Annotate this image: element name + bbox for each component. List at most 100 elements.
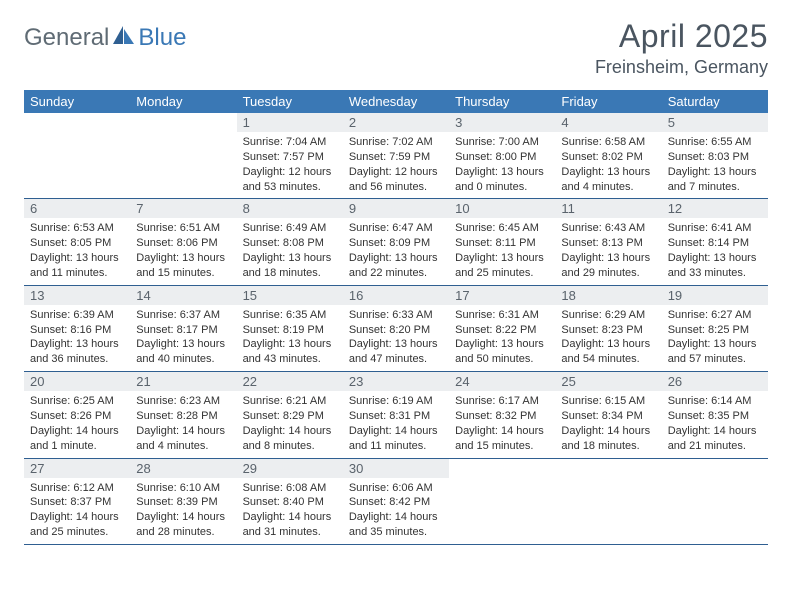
calendar-day-cell: [130, 113, 236, 199]
calendar-week-row: 6Sunrise: 6:53 AMSunset: 8:05 PMDaylight…: [24, 199, 768, 285]
calendar-day-cell: 26Sunrise: 6:14 AMSunset: 8:35 PMDayligh…: [662, 372, 768, 458]
sunset-text: Sunset: 8:06 PM: [136, 236, 230, 251]
calendar-day-cell: 14Sunrise: 6:37 AMSunset: 8:17 PMDayligh…: [130, 285, 236, 371]
calendar-day-cell: 24Sunrise: 6:17 AMSunset: 8:32 PMDayligh…: [449, 372, 555, 458]
sunrise-text: Sunrise: 6:47 AM: [349, 221, 443, 236]
sunset-text: Sunset: 8:31 PM: [349, 409, 443, 424]
daylight-text: Daylight: 13 hours and 22 minutes.: [349, 251, 443, 281]
day-number: 7: [130, 199, 236, 218]
calendar-day-cell: 22Sunrise: 6:21 AMSunset: 8:29 PMDayligh…: [237, 372, 343, 458]
sunrise-text: Sunrise: 6:12 AM: [30, 481, 124, 496]
sunset-text: Sunset: 8:40 PM: [243, 495, 337, 510]
daylight-text: Daylight: 13 hours and 54 minutes.: [561, 337, 655, 367]
day-number: 2: [343, 113, 449, 132]
sunrise-text: Sunrise: 6:25 AM: [30, 394, 124, 409]
day-data: Sunrise: 6:29 AMSunset: 8:23 PMDaylight:…: [555, 305, 661, 371]
sunrise-text: Sunrise: 6:53 AM: [30, 221, 124, 236]
sunrise-text: Sunrise: 6:45 AM: [455, 221, 549, 236]
sunrise-text: Sunrise: 7:04 AM: [243, 135, 337, 150]
logo-part2: Blue: [138, 24, 186, 52]
day-data: Sunrise: 6:10 AMSunset: 8:39 PMDaylight:…: [130, 478, 236, 544]
calendar-day-cell: 28Sunrise: 6:10 AMSunset: 8:39 PMDayligh…: [130, 458, 236, 544]
day-data: Sunrise: 6:31 AMSunset: 8:22 PMDaylight:…: [449, 305, 555, 371]
day-data: Sunrise: 6:37 AMSunset: 8:17 PMDaylight:…: [130, 305, 236, 371]
sunset-text: Sunset: 8:22 PM: [455, 323, 549, 338]
calendar-day-cell: 19Sunrise: 6:27 AMSunset: 8:25 PMDayligh…: [662, 285, 768, 371]
day-data: Sunrise: 6:35 AMSunset: 8:19 PMDaylight:…: [237, 305, 343, 371]
sunrise-text: Sunrise: 6:08 AM: [243, 481, 337, 496]
day-number: 27: [24, 459, 130, 478]
calendar-week-row: 27Sunrise: 6:12 AMSunset: 8:37 PMDayligh…: [24, 458, 768, 544]
sunrise-text: Sunrise: 6:43 AM: [561, 221, 655, 236]
day-number: 12: [662, 199, 768, 218]
page: General Blue April 2025 Freinsheim, Germ…: [0, 0, 792, 545]
daylight-text: Daylight: 14 hours and 8 minutes.: [243, 424, 337, 454]
weekday-header: Saturday: [662, 90, 768, 113]
calendar-day-cell: 18Sunrise: 6:29 AMSunset: 8:23 PMDayligh…: [555, 285, 661, 371]
sunset-text: Sunset: 8:20 PM: [349, 323, 443, 338]
sunset-text: Sunset: 8:13 PM: [561, 236, 655, 251]
sunrise-text: Sunrise: 6:27 AM: [668, 308, 762, 323]
daylight-text: Daylight: 14 hours and 21 minutes.: [668, 424, 762, 454]
calendar-day-cell: [449, 458, 555, 544]
calendar-day-cell: 21Sunrise: 6:23 AMSunset: 8:28 PMDayligh…: [130, 372, 236, 458]
sunset-text: Sunset: 8:05 PM: [30, 236, 124, 251]
daylight-text: Daylight: 14 hours and 28 minutes.: [136, 510, 230, 540]
sunrise-text: Sunrise: 6:37 AM: [136, 308, 230, 323]
day-data: Sunrise: 6:47 AMSunset: 8:09 PMDaylight:…: [343, 218, 449, 284]
weekday-header: Wednesday: [343, 90, 449, 113]
header: General Blue April 2025 Freinsheim, Germ…: [24, 18, 768, 78]
daylight-text: Daylight: 13 hours and 43 minutes.: [243, 337, 337, 367]
sunrise-text: Sunrise: 6:41 AM: [668, 221, 762, 236]
calendar-day-cell: 10Sunrise: 6:45 AMSunset: 8:11 PMDayligh…: [449, 199, 555, 285]
daylight-text: Daylight: 13 hours and 36 minutes.: [30, 337, 124, 367]
day-number: 4: [555, 113, 661, 132]
calendar-day-cell: 12Sunrise: 6:41 AMSunset: 8:14 PMDayligh…: [662, 199, 768, 285]
sunset-text: Sunset: 8:25 PM: [668, 323, 762, 338]
sunset-text: Sunset: 8:32 PM: [455, 409, 549, 424]
day-number: 3: [449, 113, 555, 132]
calendar-week-row: 13Sunrise: 6:39 AMSunset: 8:16 PMDayligh…: [24, 285, 768, 371]
calendar-week-row: 20Sunrise: 6:25 AMSunset: 8:26 PMDayligh…: [24, 372, 768, 458]
daylight-text: Daylight: 13 hours and 29 minutes.: [561, 251, 655, 281]
sunset-text: Sunset: 8:17 PM: [136, 323, 230, 338]
day-data: Sunrise: 6:58 AMSunset: 8:02 PMDaylight:…: [555, 132, 661, 198]
sunset-text: Sunset: 8:00 PM: [455, 150, 549, 165]
calendar-day-cell: 11 Sunrise: 6:43 AMSunset: 8:13 PMDayligh…: [555, 199, 661, 285]
day-data: Sunrise: 6:14 AMSunset: 8:35 PMDaylight:…: [662, 391, 768, 457]
weekday-header: Friday: [555, 90, 661, 113]
day-number: 1: [237, 113, 343, 132]
sunset-text: Sunset: 8:23 PM: [561, 323, 655, 338]
weekday-header: Tuesday: [237, 90, 343, 113]
calendar-day-cell: 25Sunrise: 6:15 AMSunset: 8:34 PMDayligh…: [555, 372, 661, 458]
day-data: Sunrise: 7:04 AMSunset: 7:57 PMDaylight:…: [237, 132, 343, 198]
daylight-text: Daylight: 14 hours and 25 minutes.: [30, 510, 124, 540]
sunset-text: Sunset: 8:29 PM: [243, 409, 337, 424]
sunrise-text: Sunrise: 6:14 AM: [668, 394, 762, 409]
day-data: Sunrise: 6:19 AMSunset: 8:31 PMDaylight:…: [343, 391, 449, 457]
daylight-text: Daylight: 12 hours and 56 minutes.: [349, 165, 443, 195]
day-number: 11: [555, 199, 661, 218]
sunrise-text: Sunrise: 6:33 AM: [349, 308, 443, 323]
sunrise-text: Sunrise: 6:29 AM: [561, 308, 655, 323]
calendar-day-cell: 5Sunrise: 6:55 AMSunset: 8:03 PMDaylight…: [662, 113, 768, 199]
daylight-text: Daylight: 13 hours and 40 minutes.: [136, 337, 230, 367]
calendar-week-row: 1Sunrise: 7:04 AMSunset: 7:57 PMDaylight…: [24, 113, 768, 199]
sunrise-text: Sunrise: 6:10 AM: [136, 481, 230, 496]
daylight-text: Daylight: 14 hours and 18 minutes.: [561, 424, 655, 454]
sunset-text: Sunset: 8:03 PM: [668, 150, 762, 165]
calendar-day-cell: 20Sunrise: 6:25 AMSunset: 8:26 PMDayligh…: [24, 372, 130, 458]
sunset-text: Sunset: 8:11 PM: [455, 236, 549, 251]
day-number: 21: [130, 372, 236, 391]
sunset-text: Sunset: 8:39 PM: [136, 495, 230, 510]
day-data: Sunrise: 6:49 AMSunset: 8:08 PMDaylight:…: [237, 218, 343, 284]
day-number: 5: [662, 113, 768, 132]
day-number: 9: [343, 199, 449, 218]
day-data: Sunrise: 6:41 AMSunset: 8:14 PMDaylight:…: [662, 218, 768, 284]
sunrise-text: Sunrise: 6:19 AM: [349, 394, 443, 409]
sunset-text: Sunset: 8:34 PM: [561, 409, 655, 424]
weekday-header-row: Sunday Monday Tuesday Wednesday Thursday…: [24, 90, 768, 113]
daylight-text: Daylight: 14 hours and 4 minutes.: [136, 424, 230, 454]
calendar-day-cell: [662, 458, 768, 544]
day-data: Sunrise: 6:08 AMSunset: 8:40 PMDaylight:…: [237, 478, 343, 544]
